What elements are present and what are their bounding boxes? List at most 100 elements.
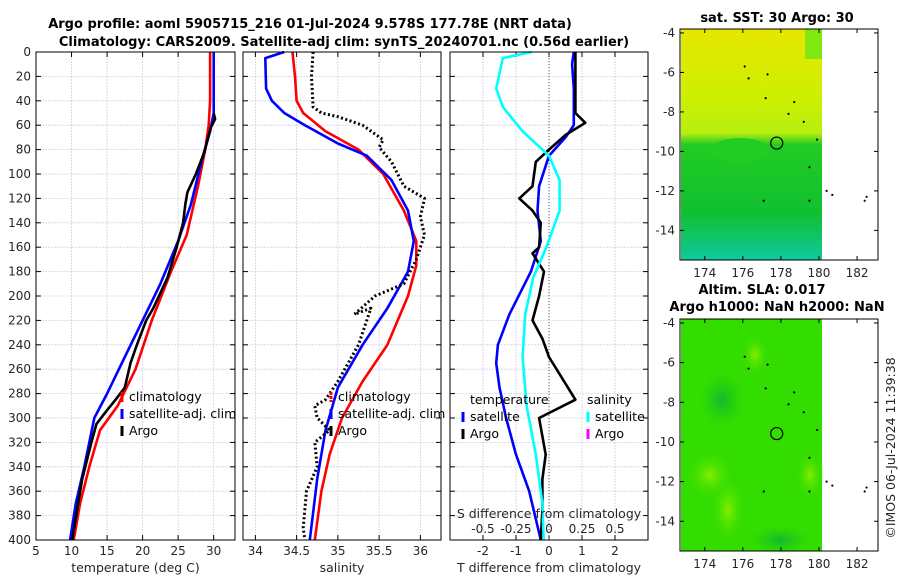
x-tick-label: 0 (545, 544, 553, 558)
x-tick-label: 174 (693, 557, 716, 571)
sst-map-title: sat. SST: 30 Argo: 30 (700, 11, 853, 26)
island-marker (815, 138, 819, 141)
x-tick-label: 182 (846, 557, 869, 571)
series-line-climatology (291, 51, 418, 541)
secondary-x-tick-label: -0.25 (500, 522, 531, 536)
y-tick-label: 40 (16, 94, 31, 108)
sst-warm-intrusion (710, 138, 770, 162)
argo-position-marker (770, 136, 784, 150)
series-line-argo (301, 51, 426, 541)
y-tick-label: -8 (663, 105, 675, 119)
island-marker (831, 484, 834, 487)
island-marker (865, 195, 868, 198)
legend-group-title: temperature (470, 392, 549, 407)
series-line-salinity-satellite (494, 50, 561, 541)
y-tick-label: -6 (663, 65, 675, 79)
x-tick-label: -1 (510, 544, 522, 558)
island-marker (825, 189, 828, 192)
y-tick-label: 160 (8, 240, 31, 254)
series-line-argo (70, 112, 217, 541)
x-tick-label: 182 (846, 266, 869, 280)
legend-entry: climatology (129, 389, 202, 404)
legend-entry: satellite-adj. clim (129, 406, 236, 421)
legend-entry: satellite-adj. clim (338, 406, 445, 421)
x-tick-label: 180 (808, 557, 831, 571)
x-tick-label: 34.5 (283, 544, 310, 558)
sla-high-patch (710, 475, 746, 545)
y-tick-label: -12 (655, 184, 675, 198)
y-tick-label: -10 (655, 144, 675, 158)
y-tick-label: -14 (655, 223, 675, 237)
y-tick-label: -14 (655, 514, 675, 528)
y-tick-label: 60 (16, 118, 31, 132)
sla-high-patch (741, 333, 769, 377)
y-tick-label: 260 (8, 362, 31, 376)
y-tick-label: -4 (663, 316, 675, 330)
x-tick-label: 20 (135, 544, 150, 558)
y-tick-label: 200 (8, 289, 31, 303)
secondary-x-tick-label: 0.25 (569, 522, 596, 536)
island-marker (743, 355, 746, 358)
island-marker (766, 73, 769, 76)
island-marker (802, 120, 805, 123)
island-marker (831, 193, 834, 196)
argo-position-marker (770, 426, 784, 441)
island-marker (808, 456, 811, 459)
sla-low-patch (700, 372, 744, 428)
x-tick-label: -2 (477, 544, 489, 558)
figure-subtitle: Climatology: CARS2009. Satellite-adj cli… (59, 35, 629, 50)
island-marker (825, 480, 828, 483)
y-tick-label: -6 (663, 356, 675, 370)
sla-low-patch (750, 526, 810, 554)
island-marker (787, 403, 790, 406)
x-tick-label: 178 (769, 266, 792, 280)
x-tick-label: 178 (769, 557, 792, 571)
temperature-panel: 5 10 15 20 25 3002040608010012014016018020022… (8, 45, 236, 575)
y-tick-label: -10 (655, 435, 675, 449)
series-line-temperature-argo (517, 52, 587, 541)
legend-entry: climatology (338, 389, 411, 404)
map-axes-box (679, 318, 879, 552)
y-tick-label: 100 (8, 167, 31, 181)
x-tick-label: 25 (171, 544, 186, 558)
figure-title: Argo profile: aoml 5905715_216 01-Jul-20… (48, 17, 572, 32)
y-tick-label: -12 (655, 475, 675, 489)
island-marker (793, 391, 796, 394)
y-tick-label: 180 (8, 265, 31, 279)
island-marker (808, 199, 811, 202)
sla-high-patch (795, 450, 825, 500)
axes-box (449, 51, 649, 541)
island-marker (815, 428, 819, 432)
axes-box (35, 51, 236, 541)
y-tick-label: 280 (8, 387, 31, 401)
x-axis-label: salinity (320, 560, 365, 575)
x-tick-label: 176 (731, 266, 754, 280)
imos-credit: ©IMOS 06-Jul-2024 11:39:38 (883, 357, 898, 538)
island-marker (793, 100, 796, 104)
secondary-x-axis-label: S difference from climatology (457, 506, 642, 521)
y-tick-label: 320 (8, 435, 31, 449)
island-marker (863, 199, 866, 202)
difference-panel: -2 -1 0 1 2 T difference from climatology temp… (449, 50, 649, 575)
series-line-climatology (72, 52, 212, 541)
legend-entry: satellite (470, 409, 520, 424)
y-tick-label: 360 (8, 484, 31, 498)
island-marker (802, 411, 805, 414)
y-tick-label: 20 (16, 69, 31, 83)
x-tick-label: 180 (808, 266, 831, 280)
y-tick-label: 380 (8, 509, 31, 523)
legend-entry: Argo (338, 423, 367, 438)
x-axis-label: temperature (deg C) (71, 560, 200, 575)
sla-map-title: Altim. SLA: 0.017 (699, 283, 826, 298)
x-tick-label: 36 (413, 544, 428, 558)
sst-green-patch (805, 29, 822, 59)
y-tick-label: 240 (8, 338, 31, 352)
axes-box (242, 51, 442, 541)
island-marker (747, 367, 750, 370)
x-tick-label: 15 (99, 544, 114, 558)
sla-map-subtitle: Argo h1000: NaN h2000: NaN (669, 300, 884, 315)
island-marker (764, 387, 767, 390)
island-marker (762, 199, 765, 202)
island-marker (787, 112, 790, 115)
